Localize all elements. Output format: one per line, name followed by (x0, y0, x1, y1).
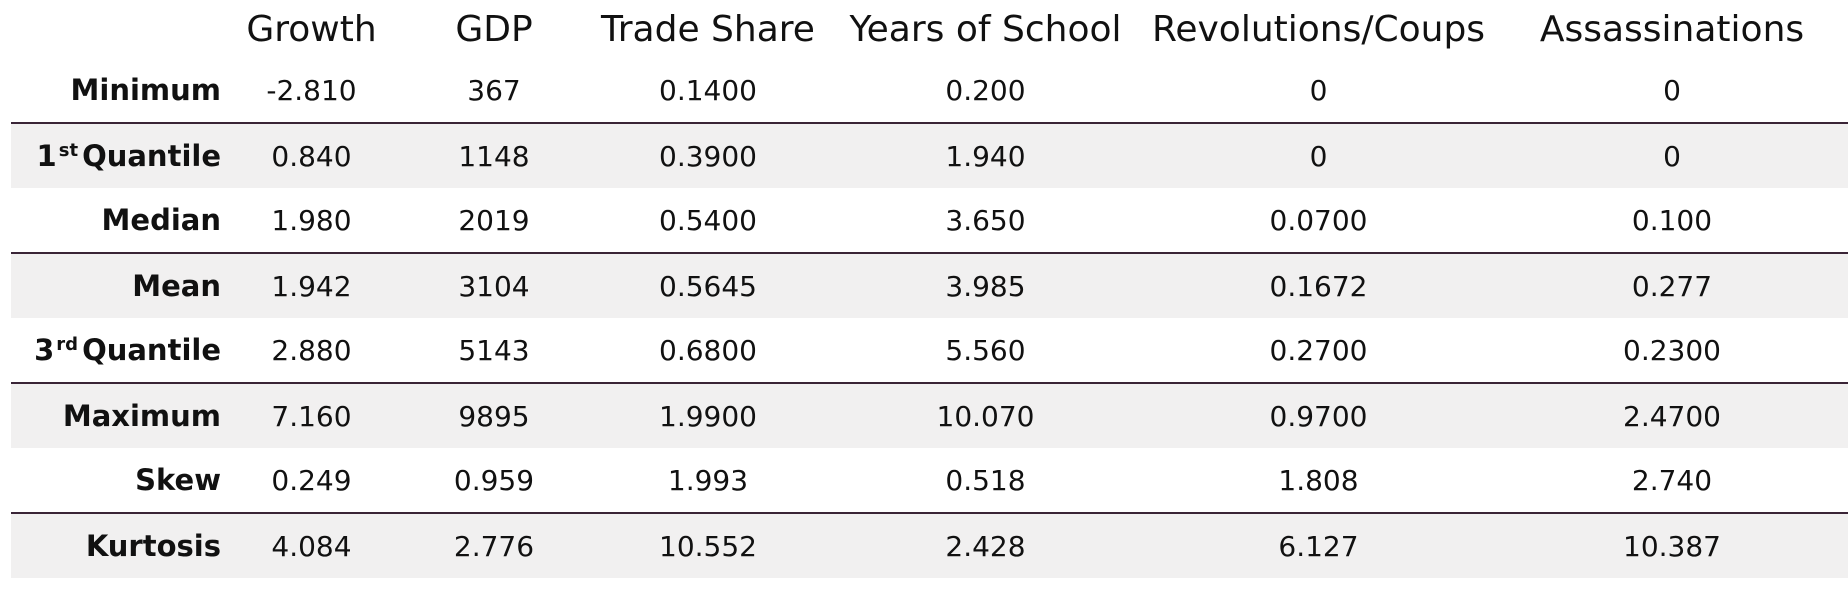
table-cell: 7.160 (221, 382, 402, 448)
column-header: Trade Share (601, 8, 815, 50)
column-header: Growth (246, 8, 377, 50)
table-cell: 0.277 (1496, 252, 1848, 318)
row-label: Maximum (11, 382, 221, 448)
row-label-ordinal: 1 (36, 139, 57, 173)
table-cell: 3.650 (945, 203, 1026, 237)
row-label-text: Quantile (82, 139, 221, 173)
table-cell: -2.810 (266, 73, 357, 107)
table-cell: 0.1400 (659, 73, 757, 107)
table-cell: 0.6800 (659, 333, 757, 367)
table-cell: 1.942 (221, 252, 402, 318)
table-cell: 1.9900 (586, 382, 830, 448)
table-cell: 1.940 (830, 122, 1141, 188)
table-row: Minimum -2.810 367 0.1400 0.200 0 0 (11, 58, 1848, 123)
table-cell: 6.127 (1141, 512, 1496, 578)
row-label-ordinal-suffix: st (58, 140, 79, 161)
row-label: Minimum (70, 73, 221, 107)
table-cell: 0 (1309, 73, 1328, 107)
table-cell: 2.4700 (1496, 382, 1848, 448)
table-cell: 1.980 (271, 203, 352, 237)
summary-statistics-table: Growth GDP Trade Share Years of School R… (11, 0, 1848, 578)
table-cell: 5.560 (945, 333, 1026, 367)
row-label-text: Quantile (82, 333, 221, 367)
table-row: Maximum 7.160 9895 1.9900 10.070 0.9700 2.4700 (11, 382, 1848, 448)
table-cell: 9895 (402, 382, 586, 448)
table-cell: 0.5400 (659, 203, 757, 237)
table-cell: 0.200 (945, 73, 1026, 107)
table-cell: 1.808 (1278, 463, 1359, 497)
table-cell: 0.1672 (1141, 252, 1496, 318)
table-cell: 2.880 (271, 333, 352, 367)
table-cell: 0.959 (453, 463, 535, 497)
table-row: Kurtosis 4.084 2.776 10.552 2.428 6.127 10.387 (11, 512, 1848, 578)
row-label: Kurtosis (11, 512, 221, 578)
column-header: GDP (455, 8, 533, 50)
table-cell: 0.518 (945, 463, 1026, 497)
table-cell: 3104 (402, 252, 586, 318)
table-row: Mean 1.942 3104 0.5645 3.985 0.1672 0.277 (11, 252, 1848, 318)
table-cell: 0 (1141, 122, 1496, 188)
row-label-ordinal-suffix: rd (56, 334, 79, 355)
table-cell: 2.428 (830, 512, 1141, 578)
header-row: Growth GDP Trade Share Years of School R… (11, 0, 1848, 58)
table-cell: 0.2700 (1269, 333, 1368, 367)
table-cell: 367 (467, 73, 521, 107)
table-cell: 10.387 (1496, 512, 1848, 578)
table-row: Skew 0.249 0.959 1.993 0.518 1.808 2.740 (11, 448, 1848, 513)
row-label-ordinal: 3 (34, 333, 55, 367)
row-label: Mean (11, 252, 221, 318)
table-cell: 0.249 (271, 463, 352, 497)
corner-cell (11, 0, 221, 58)
table-cell: 2.776 (402, 512, 586, 578)
table-cell: 10.552 (586, 512, 830, 578)
table-cell: 0.0700 (1269, 203, 1368, 237)
table-row: Median 1.980 2019 0.5400 3.650 0.0700 0.100 (11, 188, 1848, 253)
table-cell: 3.985 (830, 252, 1141, 318)
table-cell: 0.5645 (586, 252, 830, 318)
table-cell: 2.740 (1631, 463, 1713, 497)
table-cell: 1148 (402, 122, 586, 188)
table-cell: 10.070 (830, 382, 1141, 448)
table-cell: 5143 (458, 333, 530, 367)
table-cell: 0.9700 (1141, 382, 1496, 448)
column-header: Revolutions/Coups (1151, 8, 1486, 50)
table-cell: 1.993 (667, 463, 749, 497)
table-cell: 0 (1663, 73, 1681, 107)
column-header: Assassinations (1539, 8, 1805, 50)
table-cell: 0 (1496, 122, 1848, 188)
row-label: Skew (135, 463, 221, 497)
row-label: Median (101, 203, 221, 237)
table-cell: 0.2300 (1623, 333, 1721, 367)
table-cell: 0.100 (1631, 203, 1713, 237)
column-header: Years of School (849, 8, 1122, 50)
table-cell: 4.084 (221, 512, 402, 578)
table-cell: 2019 (458, 203, 530, 237)
table-cell: 0.3900 (586, 122, 830, 188)
table-cell: 0.840 (221, 122, 402, 188)
